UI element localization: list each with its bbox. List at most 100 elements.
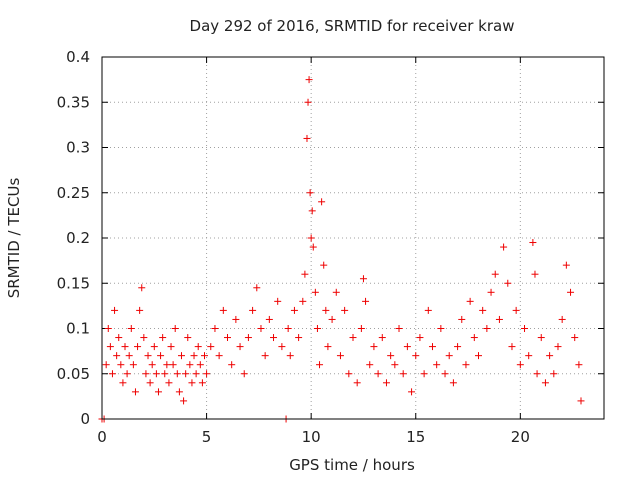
- data-point: [127, 325, 135, 332]
- x-tick-label: 10: [302, 428, 321, 446]
- data-point: [345, 370, 353, 378]
- data-point: [175, 388, 183, 396]
- data-point: [211, 325, 219, 332]
- data-point: [304, 98, 312, 106]
- data-point: [475, 352, 482, 360]
- data-point: [359, 275, 367, 283]
- data-point: [533, 370, 541, 378]
- plot-frame: [101, 56, 605, 420]
- data-point: [140, 334, 148, 342]
- data-point: [274, 297, 282, 305]
- y-tick-label: 0.05: [57, 365, 90, 383]
- y-axis-label: SRMTID / TECUs: [5, 178, 23, 299]
- data-point: [382, 379, 390, 387]
- data-point: [232, 315, 240, 323]
- data-point: [306, 189, 314, 197]
- data-point: [387, 352, 395, 360]
- data-point: [374, 370, 382, 378]
- data-point: [113, 352, 121, 360]
- data-point: [161, 370, 169, 378]
- data-point: [403, 343, 411, 351]
- data-point: [378, 334, 386, 342]
- data-point: [550, 370, 558, 378]
- data-point: [102, 361, 110, 369]
- data-point: [299, 297, 307, 305]
- data-point: [349, 334, 357, 342]
- x-axis-label: GPS time / hours: [289, 456, 415, 474]
- data-point: [370, 343, 378, 351]
- data-point: [270, 334, 278, 342]
- data-point: [336, 352, 344, 360]
- data-point: [265, 315, 273, 323]
- data-point: [462, 361, 470, 369]
- data-point: [445, 352, 453, 360]
- y-tick-label: 0.15: [57, 274, 90, 292]
- data-point: [106, 343, 114, 351]
- data-point: [437, 325, 445, 332]
- y-tick-label: 0.25: [57, 184, 90, 202]
- y-tick-label: 0.3: [66, 139, 90, 157]
- data-point: [142, 370, 150, 378]
- data-point: [215, 352, 223, 360]
- data-point: [207, 343, 215, 351]
- data-point: [571, 334, 579, 342]
- data-point: [479, 306, 487, 314]
- x-tick-label: 15: [406, 428, 425, 446]
- data-point: [134, 343, 142, 351]
- data-point: [420, 370, 428, 378]
- data-point: [428, 343, 436, 351]
- data-point: [159, 334, 167, 342]
- data-point: [305, 76, 313, 84]
- data-point: [171, 325, 179, 332]
- data-point: [163, 361, 171, 369]
- data-point: [516, 361, 524, 369]
- data-point: [111, 306, 119, 314]
- data-point: [146, 379, 154, 387]
- data-point: [157, 352, 165, 360]
- x-tick-label: 5: [202, 428, 212, 446]
- data-point: [219, 306, 227, 314]
- chart-title: Day 292 of 2016, SRMTID for receiver kra…: [190, 17, 515, 35]
- data-point: [567, 288, 575, 296]
- data-point: [290, 306, 298, 314]
- y-tick-label: 0.1: [66, 320, 90, 338]
- data-point: [309, 243, 317, 251]
- data-point: [320, 261, 328, 269]
- data-point: [521, 325, 529, 332]
- data-point: [180, 397, 188, 405]
- tick-labels: 0 5 10 15 20 0 0.05 0.1 0.15 0.2 0.25 0.3 0.35 0.4: [57, 48, 530, 446]
- data-point: [190, 352, 198, 360]
- data-point: [529, 239, 537, 247]
- y-tick-label: 0.2: [66, 229, 90, 247]
- data-point: [449, 379, 457, 387]
- data-point: [154, 388, 162, 396]
- data-point: [203, 370, 211, 378]
- data-point: [173, 370, 181, 378]
- data-point: [200, 352, 208, 360]
- data-point: [546, 352, 554, 360]
- x-tick-label: 0: [97, 428, 107, 446]
- data-point: [316, 361, 324, 369]
- data-point: [504, 279, 512, 287]
- data-point: [228, 361, 236, 369]
- data-point: [303, 134, 311, 142]
- data-point: [148, 361, 156, 369]
- data-point: [525, 352, 533, 360]
- data-point: [558, 315, 566, 323]
- data-point: [332, 288, 340, 296]
- data-point: [322, 306, 330, 314]
- data-point: [399, 370, 407, 378]
- data-point: [575, 361, 583, 369]
- data-point: [131, 388, 139, 396]
- data-point: [500, 243, 508, 251]
- data-point: [458, 315, 466, 323]
- data-point: [244, 334, 252, 342]
- data-point: [150, 343, 158, 351]
- data-point: [554, 343, 562, 351]
- data-point: [466, 297, 474, 305]
- data-point: [491, 270, 499, 278]
- axis-ticks: [101, 56, 604, 420]
- y-tick-label: 0.35: [57, 93, 90, 111]
- data-point: [236, 343, 244, 351]
